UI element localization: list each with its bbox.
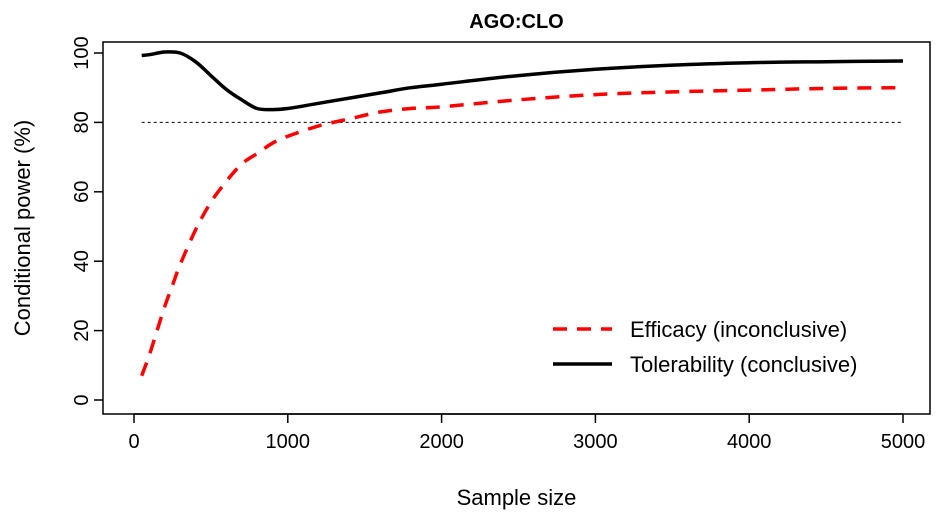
y-tick-label-5: 100 [71,36,93,69]
y-tick-label-3: 60 [71,181,93,203]
x-tick-label-4: 4000 [727,431,772,453]
y-tick-label-1: 20 [71,319,93,341]
x-tick-label-1: 1000 [266,431,311,453]
chart-title: AGO:CLO [469,11,563,33]
y-axis-title: Conditional power (%) [10,120,35,336]
x-tick-label-2: 2000 [419,431,464,453]
y-tick-label-4: 80 [71,111,93,133]
series-line-0 [140,85,904,377]
series-line-1 [141,50,904,112]
legend-label-1: Tolerability (conclusive) [630,352,857,377]
x-tick-label-3: 3000 [573,431,618,453]
x-tick-label-0: 0 [128,431,139,453]
y-tick-label-0: 0 [71,394,93,405]
x-axis-title: Sample size [457,485,577,510]
plot-area: AGO:CLO 0 1000 2000 3000 4000 5000 0 20 40 60 80 100… [10,11,931,510]
x-tick-label-5: 5000 [881,431,926,453]
y-tick-label-2: 40 [71,250,93,272]
legend-label-0: Efficacy (inconclusive) [630,317,847,342]
